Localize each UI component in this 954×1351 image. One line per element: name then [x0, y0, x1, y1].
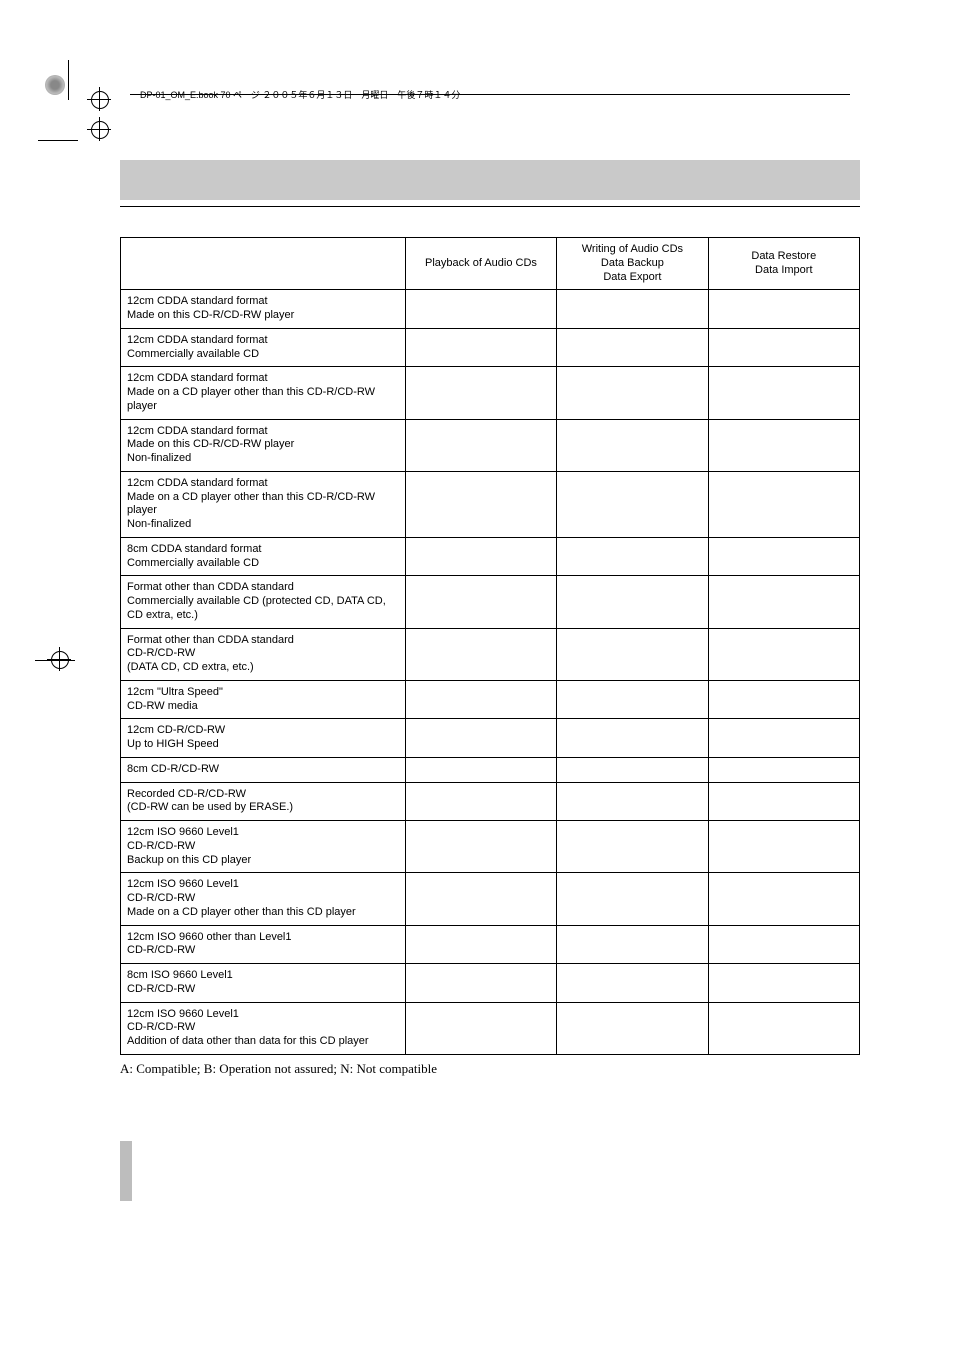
row-cell: [708, 964, 859, 1003]
table-row: 12cm ISO 9660 Level1 CD-R/CD-RW Made on …: [121, 873, 860, 925]
row-cell: [405, 628, 556, 680]
row-label: Format other than CDDA standard Commerci…: [121, 576, 406, 628]
row-cell: [708, 680, 859, 719]
row-cell: [708, 290, 859, 329]
col-header-writing: Writing of Audio CDs Data Backup Data Ex…: [557, 238, 708, 290]
row-label: 12cm ISO 9660 Level1 CD-R/CD-RW Addition…: [121, 1002, 406, 1054]
row-cell: [557, 964, 708, 1003]
row-cell: [557, 628, 708, 680]
row-cell: [405, 964, 556, 1003]
row-cell: [708, 1002, 859, 1054]
table-row: 12cm CD-R/CD-RW Up to HIGH Speed: [121, 719, 860, 758]
table-row: 12cm ISO 9660 other than Level1 CD-R/CD-…: [121, 925, 860, 964]
row-label: 12cm CDDA standard format Made on this C…: [121, 419, 406, 471]
table-row: Recorded CD-R/CD-RW (CD-RW can be used b…: [121, 782, 860, 821]
row-cell: [405, 719, 556, 758]
page-content: Playback of Audio CDs Writing of Audio C…: [120, 160, 860, 1077]
row-cell: [405, 537, 556, 576]
table-row: 12cm CDDA standard format Made on this C…: [121, 290, 860, 329]
table-row: 12cm CDDA standard format Commercially a…: [121, 328, 860, 367]
row-label: Format other than CDDA standard CD-R/CD-…: [121, 628, 406, 680]
row-cell: [557, 782, 708, 821]
row-cell: [557, 537, 708, 576]
header-underline: [120, 206, 860, 207]
row-cell: [557, 290, 708, 329]
row-label: 8cm CDDA standard format Commercially av…: [121, 537, 406, 576]
row-cell: [557, 719, 708, 758]
row-label: 12cm ISO 9660 Level1 CD-R/CD-RW Made on …: [121, 873, 406, 925]
book-title: DP-01_OM_E.book 70 ページ ２００５年６月１３日 月曜日 午後…: [140, 88, 460, 101]
row-cell: [708, 628, 859, 680]
row-cell: [405, 873, 556, 925]
row-cell: [708, 576, 859, 628]
table-row: 12cm ISO 9660 Level1 CD-R/CD-RW Addition…: [121, 1002, 860, 1054]
row-cell: [557, 576, 708, 628]
row-label: 12cm ISO 9660 Level1 CD-R/CD-RW Backup o…: [121, 821, 406, 873]
table-caption: A: Compatible; B: Operation not assured;…: [120, 1061, 860, 1077]
row-label: 12cm ISO 9660 other than Level1 CD-R/CD-…: [121, 925, 406, 964]
row-cell: [557, 328, 708, 367]
row-label: 12cm CDDA standard format Made on a CD p…: [121, 367, 406, 419]
row-cell: [557, 367, 708, 419]
row-cell: [405, 328, 556, 367]
table-row: 8cm CD-R/CD-RW: [121, 757, 860, 782]
row-label: 12cm CDDA standard format Made on a CD p…: [121, 471, 406, 537]
row-label: 12cm CDDA standard format Commercially a…: [121, 328, 406, 367]
side-gray-tab: [120, 1141, 132, 1201]
row-cell: [708, 537, 859, 576]
row-cell: [405, 367, 556, 419]
row-cell: [708, 471, 859, 537]
row-cell: [557, 873, 708, 925]
row-label: 8cm CD-R/CD-RW: [121, 757, 406, 782]
row-cell: [405, 576, 556, 628]
table-row: Format other than CDDA standard CD-R/CD-…: [121, 628, 860, 680]
row-cell: [557, 1002, 708, 1054]
row-cell: [557, 680, 708, 719]
table-row: 12cm "Ultra Speed" CD-RW media: [121, 680, 860, 719]
table-row: 12cm CDDA standard format Made on a CD p…: [121, 471, 860, 537]
row-cell: [557, 821, 708, 873]
compatibility-table: Playback of Audio CDs Writing of Audio C…: [120, 237, 860, 1055]
row-cell: [708, 925, 859, 964]
row-cell: [708, 873, 859, 925]
table-row: 12cm CDDA standard format Made on a CD p…: [121, 367, 860, 419]
row-cell: [405, 471, 556, 537]
row-cell: [708, 757, 859, 782]
table-row: 12cm CDDA standard format Made on this C…: [121, 419, 860, 471]
col-header-playback: Playback of Audio CDs: [405, 238, 556, 290]
row-label: 12cm "Ultra Speed" CD-RW media: [121, 680, 406, 719]
row-cell: [557, 757, 708, 782]
row-cell: [557, 925, 708, 964]
row-cell: [708, 719, 859, 758]
row-cell: [405, 290, 556, 329]
table-row: 8cm CDDA standard format Commercially av…: [121, 537, 860, 576]
row-cell: [708, 328, 859, 367]
row-cell: [405, 821, 556, 873]
row-cell: [708, 821, 859, 873]
row-cell: [405, 1002, 556, 1054]
row-cell: [405, 757, 556, 782]
row-label: 12cm CDDA standard format Made on this C…: [121, 290, 406, 329]
row-cell: [708, 367, 859, 419]
row-label: 12cm CD-R/CD-RW Up to HIGH Speed: [121, 719, 406, 758]
row-cell: [405, 782, 556, 821]
row-label: 8cm ISO 9660 Level1 CD-R/CD-RW: [121, 964, 406, 1003]
table-header-row: Playback of Audio CDs Writing of Audio C…: [121, 238, 860, 290]
table-row: 12cm ISO 9660 Level1 CD-R/CD-RW Backup o…: [121, 821, 860, 873]
col-header-blank: [121, 238, 406, 290]
table-row: 8cm ISO 9660 Level1 CD-R/CD-RW: [121, 964, 860, 1003]
row-cell: [405, 680, 556, 719]
row-cell: [557, 471, 708, 537]
row-cell: [708, 782, 859, 821]
row-cell: [557, 419, 708, 471]
col-header-restore: Data Restore Data Import: [708, 238, 859, 290]
header-gray-bar: [120, 160, 860, 200]
row-cell: [405, 419, 556, 471]
row-cell: [405, 925, 556, 964]
row-cell: [708, 419, 859, 471]
row-label: Recorded CD-R/CD-RW (CD-RW can be used b…: [121, 782, 406, 821]
table-row: Format other than CDDA standard Commerci…: [121, 576, 860, 628]
